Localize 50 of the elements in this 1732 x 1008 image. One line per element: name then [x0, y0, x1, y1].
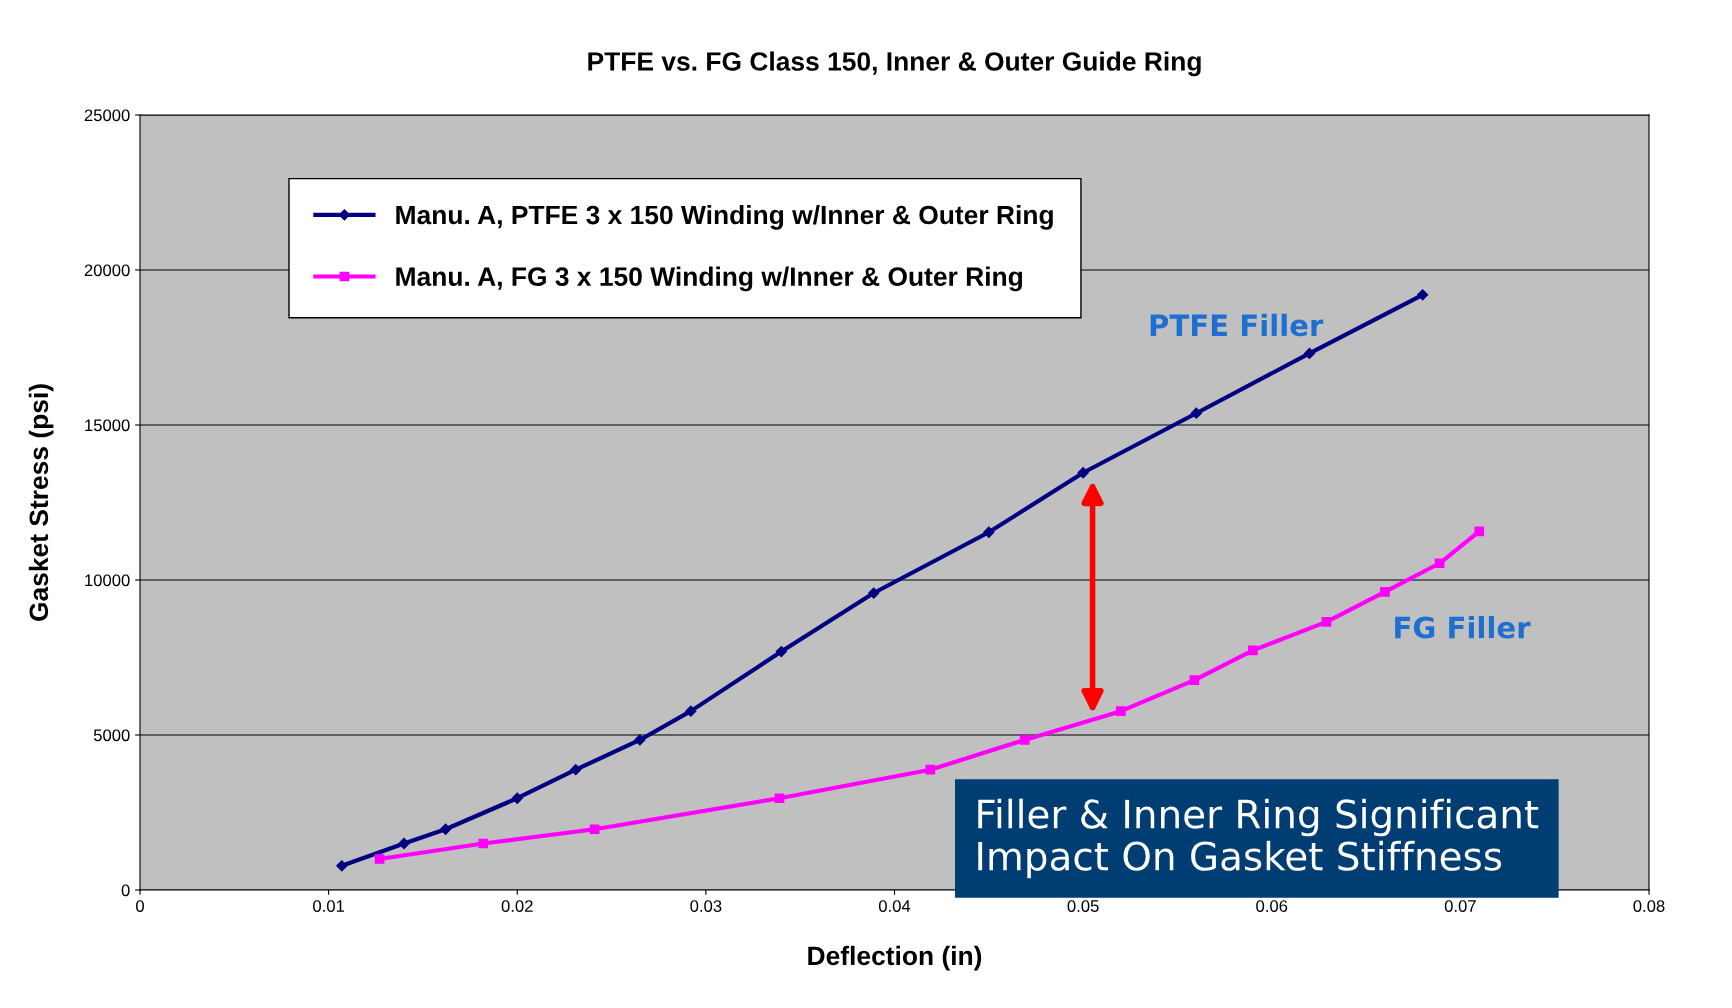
point	[868, 587, 880, 599]
y-tick-label: 15000	[85, 419, 130, 432]
annotation: PTFE Filler	[1150, 313, 1324, 337]
point	[374, 854, 385, 864]
annotation: FG Filler	[1395, 615, 1531, 639]
legend-label: Manu. A, FG 3 x 150 Winding w/Inner & Outer Ring	[396, 266, 1023, 292]
x-axis-title: Deflection (in)	[808, 945, 982, 971]
y-axis-title: Gasket Stress (psi)	[28, 384, 54, 621]
y-tick-label: 5000	[93, 729, 130, 742]
y-tick-label: 0	[121, 884, 130, 897]
point	[774, 793, 785, 804]
x-tick-label: 0	[136, 900, 144, 912]
point	[398, 837, 410, 850]
point	[1321, 616, 1332, 627]
x-tick-label: 0.06	[1256, 900, 1288, 912]
point	[983, 526, 995, 538]
point	[1077, 467, 1089, 479]
point	[1303, 347, 1316, 359]
x-tick-label: 0.08	[1633, 900, 1665, 912]
annotation: Filler & Inner Ring Significant Impact On Gasket Stiffness	[978, 798, 1539, 879]
point	[570, 764, 582, 776]
point	[478, 838, 489, 849]
x-tick-label: 0.07	[1444, 900, 1476, 912]
point	[925, 764, 936, 775]
point	[1190, 407, 1202, 419]
point	[589, 824, 600, 835]
point	[511, 792, 523, 804]
x-tick-label: 0.04	[878, 900, 911, 912]
legend-label: Manu. A, PTFE 3 x 150 Winding w/Inner & Outer Ring	[396, 204, 1053, 230]
y-tick-label: 20000	[84, 264, 130, 277]
point	[1019, 735, 1030, 745]
point	[1417, 289, 1429, 301]
x-tick-label: 0.01	[313, 900, 345, 912]
y-tick-label: 25000	[84, 109, 130, 122]
point	[1189, 675, 1200, 685]
x-tick-label: 0.02	[501, 900, 533, 912]
point	[1434, 558, 1445, 569]
chart-title: PTFE vs. FG Class 150, Inner & Outer Guide Ring	[588, 51, 1201, 77]
point	[1115, 706, 1126, 716]
point	[634, 734, 646, 746]
point	[685, 705, 697, 717]
point	[1474, 526, 1485, 537]
y-tick-label: 10000	[85, 574, 130, 587]
point	[1248, 645, 1258, 656]
x-tick-label: 0.05	[1067, 900, 1099, 912]
point	[1380, 586, 1390, 597]
x-tick-label: 0.03	[690, 900, 722, 912]
point	[775, 646, 787, 658]
point	[439, 823, 452, 835]
point	[336, 860, 348, 872]
